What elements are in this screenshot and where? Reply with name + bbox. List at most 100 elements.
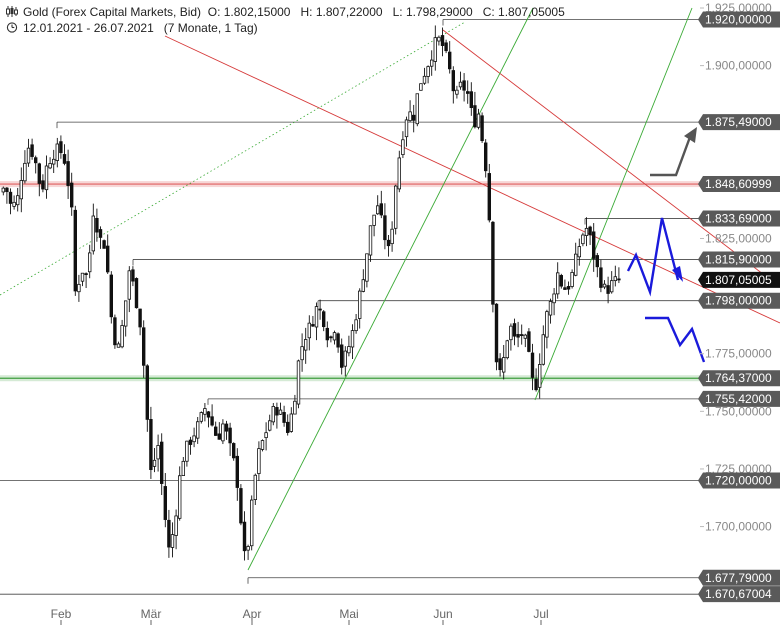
candle-bullish [195,421,200,439]
price-label-11: 1.670,67004 [698,586,780,603]
candle-bullish [375,205,380,215]
header-ohlc: Gold (Forex Capital Markets, Bid) O: 1.8… [6,5,565,19]
price-label-5: 1.807,05005 [698,271,780,288]
candle-bullish [408,111,412,122]
y-tick-label: 1.725,00000 [705,462,772,476]
candle-bullish [584,227,589,236]
candle-bearish [563,287,567,290]
candle-bearish [329,336,333,339]
candle-bullish [476,113,481,128]
candle-bullish [177,475,182,519]
candle-bullish [368,225,373,256]
candle-bearish [30,144,34,157]
candle-bullish [422,75,427,84]
candle-bearish [494,303,499,363]
trendline-layer [0,7,780,571]
candle-bearish [336,333,340,348]
candle-bearish [217,433,221,440]
candle-bullish [455,89,459,95]
candle-bullish [574,253,578,276]
candle-bullish [15,195,20,206]
candle-bearish [469,91,473,109]
candle-bearish [617,278,621,281]
candle-bearish [527,331,531,352]
candle-bullish [307,322,311,339]
price-label-3: 1.833,69000 [698,210,780,227]
candle-bearish [447,51,452,70]
candle-bullish [253,474,257,500]
candle-bullish [88,252,92,273]
candle-bullish [264,432,268,439]
candle-bullish [426,66,430,77]
candle-bullish [249,499,254,547]
candle-bullish [538,364,542,388]
price-label-box [698,292,780,309]
candle-bearish [566,286,571,290]
candle-bearish [592,231,596,259]
candle-bullish [289,413,293,432]
candle-bullish [278,409,283,415]
candle-bearish [451,70,455,92]
x-month-label: Jun [433,607,452,621]
candle-bearish [213,426,218,436]
candle-bearish [285,421,290,433]
candle-bearish [210,416,214,426]
open-value: 1.802,15000 [223,5,291,19]
candle-bearish [131,269,135,282]
candle-bullish [343,350,347,367]
price-label-text: 1.920,00000 [705,13,772,27]
candle-bearish [62,154,67,164]
candle-bearish [8,191,13,204]
candle-bearish [138,308,142,328]
candle-bullish [458,81,463,88]
candle-bullish [174,515,178,536]
candle-bearish [379,203,383,216]
candle-bullish [347,346,351,354]
green-dotted-trendline [0,21,466,296]
candle-bearish [37,163,41,184]
candle-bullish [192,435,196,443]
price-label-box [698,210,780,227]
y-tick-label: 1.775,00000 [705,347,772,361]
candle-bullish [541,334,545,365]
candle-bearish [339,344,344,368]
candle-bearish [275,407,279,416]
y-tick-label: 1.750,00000 [705,404,772,418]
candle-bearish [483,142,488,172]
price-label-text: 1.807,05005 [705,273,772,287]
period: (7 Monate, 1 Tag) [163,21,258,35]
candle-bullish [613,276,617,282]
clock-icon [6,22,18,33]
candle-bullish [19,180,23,200]
candle-bearish [59,141,63,154]
candle-bearish [41,180,45,190]
candle-bullish [610,280,614,293]
candle-bullish [26,147,31,164]
candle-bearish [411,114,416,121]
candle-bullish [415,93,419,125]
blue-down-projection [645,316,706,363]
candle-bullish [203,408,207,415]
candle-bearish [106,245,110,273]
candle-bullish [257,448,261,474]
y-tick-label: 1.925,00000 [705,1,772,15]
candle-bearish [440,35,445,46]
candle-bullish [523,334,527,339]
price-label-text: 1.764,37000 [705,371,772,385]
green-trendline-right [534,7,693,401]
candle-bullish [556,272,560,295]
candle-bullish [404,119,409,138]
candle-bearish [282,412,286,423]
candle-bearish [84,273,88,276]
price-label-box [698,586,780,603]
price-label-box [698,569,780,586]
candle-bullish [501,357,506,373]
x-axis: Feb Mär Apr Mai Jun Jul [51,607,549,625]
candle-bullish [419,83,423,91]
candle-bearish [595,255,599,268]
candle-bullish [296,360,301,405]
candle-bearish [66,161,70,186]
price-label-box [698,11,780,28]
